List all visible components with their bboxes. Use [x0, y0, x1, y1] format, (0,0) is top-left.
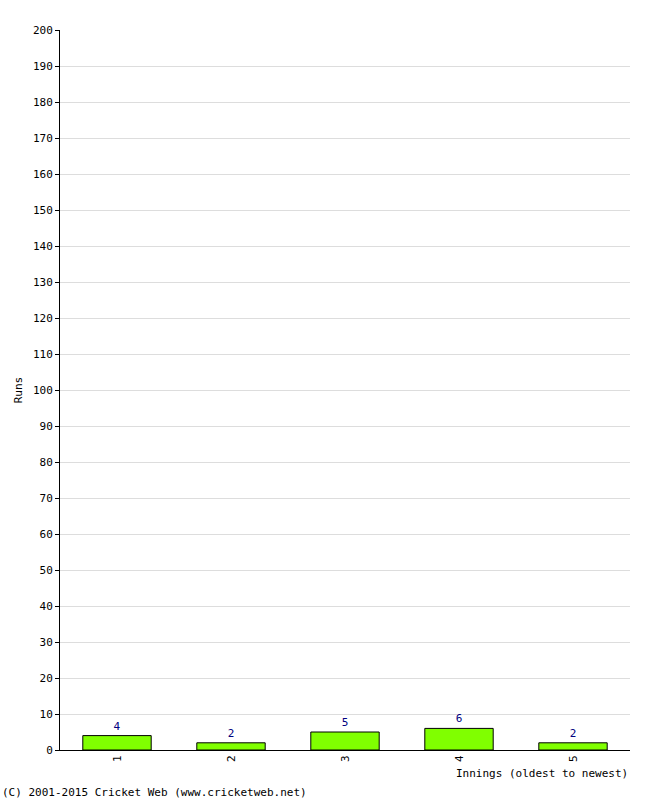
svg-text:80: 80 [40, 456, 53, 469]
svg-text:70: 70 [40, 492, 53, 505]
svg-text:160: 160 [33, 168, 53, 181]
svg-text:Runs: Runs [12, 377, 25, 404]
svg-text:5: 5 [342, 716, 349, 729]
svg-text:1: 1 [111, 755, 124, 762]
svg-text:200: 200 [33, 24, 53, 37]
svg-text:40: 40 [40, 600, 53, 613]
svg-text:190: 190 [33, 60, 53, 73]
svg-text:2: 2 [570, 727, 577, 740]
svg-text:90: 90 [40, 420, 53, 433]
svg-text:4: 4 [453, 755, 466, 762]
svg-text:4: 4 [114, 720, 121, 733]
svg-text:(C) 2001-2015 Cricket Web (www: (C) 2001-2015 Cricket Web (www.cricketwe… [2, 786, 307, 799]
svg-text:100: 100 [33, 384, 53, 397]
svg-text:150: 150 [33, 204, 53, 217]
svg-text:2: 2 [228, 727, 235, 740]
svg-text:2: 2 [225, 755, 238, 762]
svg-text:10: 10 [40, 708, 53, 721]
svg-text:60: 60 [40, 528, 53, 541]
svg-text:Innings (oldest to newest): Innings (oldest to newest) [456, 767, 628, 780]
svg-text:30: 30 [40, 636, 53, 649]
svg-text:5: 5 [567, 755, 580, 762]
svg-text:6: 6 [456, 712, 463, 725]
svg-text:120: 120 [33, 312, 53, 325]
svg-text:50: 50 [40, 564, 53, 577]
svg-text:0: 0 [46, 744, 53, 757]
svg-text:110: 110 [33, 348, 53, 361]
svg-text:180: 180 [33, 96, 53, 109]
svg-text:130: 130 [33, 276, 53, 289]
svg-text:20: 20 [40, 672, 53, 685]
svg-text:140: 140 [33, 240, 53, 253]
svg-text:3: 3 [339, 755, 352, 762]
svg-text:170: 170 [33, 132, 53, 145]
